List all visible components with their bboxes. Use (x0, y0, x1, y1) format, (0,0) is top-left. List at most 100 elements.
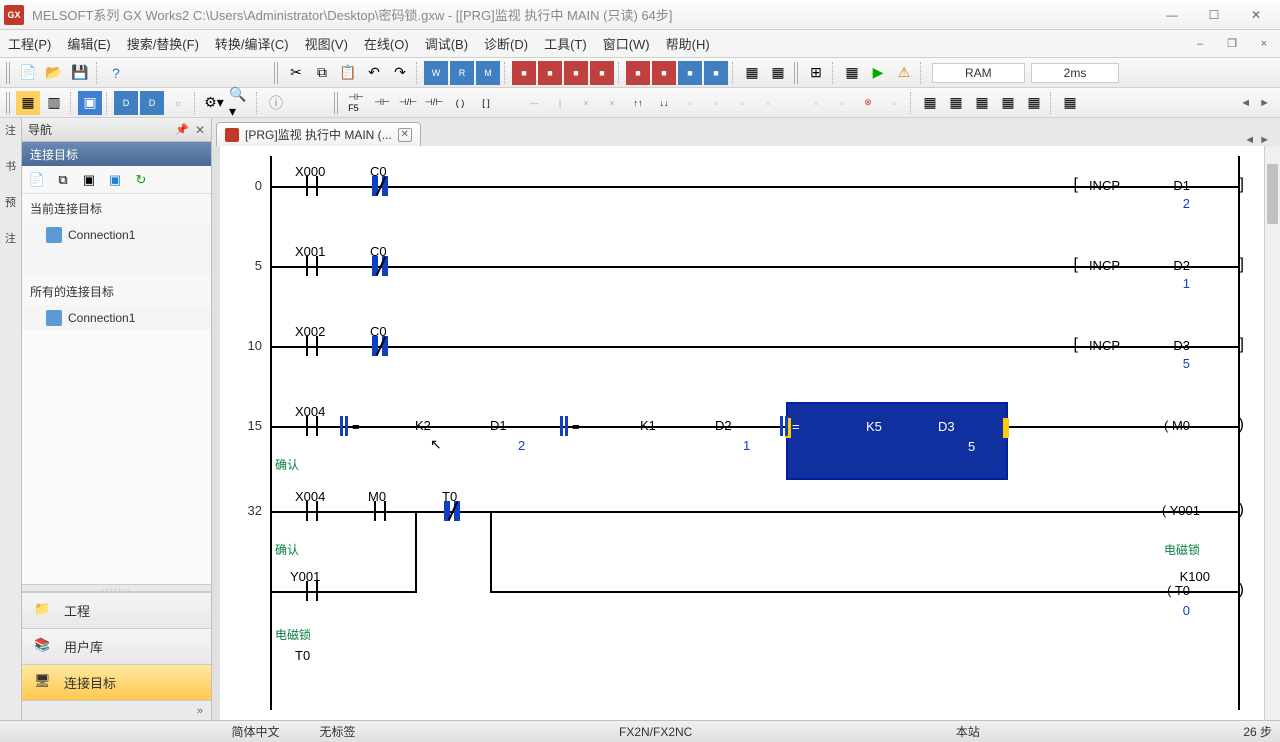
read-button[interactable]: R (450, 61, 474, 85)
tab-project[interactable]: 📁 工程 (22, 592, 211, 628)
sf6[interactable]: | (548, 91, 572, 115)
icon-1[interactable]: 📄 (26, 169, 48, 191)
current-conn-item[interactable]: Connection1 (22, 223, 211, 247)
menu-debug[interactable]: 调试(B) (425, 34, 468, 53)
nav-footer[interactable]: » (22, 700, 211, 720)
strip-2[interactable]: 书 (5, 158, 16, 174)
write-button[interactable]: W (424, 61, 448, 85)
ladder-editor[interactable]: 0 X000 C0 [ INCP D1 ] 2 5 X001 (212, 146, 1280, 720)
copy-button[interactable]: ⧉ (310, 61, 334, 85)
open-button[interactable]: 📂 (42, 61, 66, 85)
maximize-button[interactable]: ☐ (1194, 3, 1234, 27)
af6[interactable]: ▫ (830, 91, 854, 115)
param-button[interactable]: ⚙▾ (202, 91, 226, 115)
minimize-button[interactable]: — (1152, 3, 1192, 27)
contact-y001[interactable] (300, 579, 324, 603)
mdi-restore[interactable]: ❐ (1224, 36, 1240, 52)
dev3-button[interactable]: ▫ (166, 91, 190, 115)
all-conn-item[interactable]: Connection1 (22, 306, 211, 330)
pin-icon[interactable]: 📌 (175, 123, 189, 136)
menu-help[interactable]: 帮助(H) (666, 34, 710, 53)
tb-i[interactable]: ▦ (740, 61, 764, 85)
contact-x004[interactable] (300, 499, 324, 523)
icon-2[interactable]: ⧉ (52, 169, 74, 191)
tab-next-icon[interactable]: ► (1259, 134, 1270, 146)
contact-x001[interactable] (300, 254, 324, 278)
new-button[interactable]: 📄 (16, 61, 40, 85)
af4[interactable]: ▫ (756, 91, 780, 115)
tab-userlib[interactable]: 📚 用户库 (22, 628, 211, 664)
info-button[interactable]: ⓘ (264, 91, 288, 115)
sf7[interactable]: × (574, 91, 598, 115)
dev1-button[interactable]: D (114, 91, 138, 115)
tb-a[interactable]: ■ (512, 61, 536, 85)
sf9[interactable]: ↑↑ (626, 91, 650, 115)
menu-online[interactable]: 在线(O) (364, 34, 409, 53)
undo-button[interactable]: ↶ (362, 61, 386, 85)
menu-tool[interactable]: 工具(T) (544, 34, 587, 53)
tab-connection[interactable]: 🖥 连接目标 (22, 664, 211, 700)
compare-1[interactable]: = (340, 416, 360, 436)
menu-diagnose[interactable]: 诊断(D) (484, 34, 528, 53)
tb-e[interactable]: ■ (626, 61, 650, 85)
selection-handle-right[interactable] (1003, 418, 1009, 438)
af3[interactable]: ▫ (730, 91, 754, 115)
contact-c0[interactable] (368, 334, 392, 358)
warn-button[interactable]: ⚠ (892, 61, 916, 85)
tb-d[interactable]: ■ (590, 61, 614, 85)
menu-view[interactable]: 视图(V) (305, 34, 348, 53)
selection-box[interactable]: K5 D3 5 (786, 402, 1008, 480)
grid4[interactable]: ▦ (996, 91, 1020, 115)
view3-button[interactable]: ▣ (78, 91, 102, 115)
grid3[interactable]: ▦ (970, 91, 994, 115)
mdi-close[interactable]: × (1256, 36, 1272, 52)
contact-c0[interactable] (368, 174, 392, 198)
af7[interactable]: ⊗ (856, 91, 880, 115)
paste-button[interactable]: 📋 (336, 61, 360, 85)
save-button[interactable]: 💾 (68, 61, 92, 85)
nav-close-icon[interactable]: ✕ (195, 123, 205, 137)
tb-j[interactable]: ▦ (766, 61, 790, 85)
grid5[interactable]: ▦ (1022, 91, 1046, 115)
refresh-icon[interactable]: ↻ (130, 169, 152, 191)
af8[interactable]: ▫ (882, 91, 906, 115)
contact-t0[interactable] (440, 499, 464, 523)
tb-b[interactable]: ■ (538, 61, 562, 85)
f10-button[interactable]: [ ] (474, 91, 498, 115)
compare-3[interactable]: = (780, 416, 800, 436)
close-button[interactable]: ✕ (1236, 3, 1276, 27)
nav-divider[interactable]: ∙∙∙∙∙∙∙ (22, 584, 211, 592)
af1[interactable]: ▫ (678, 91, 702, 115)
contact-c0[interactable] (368, 254, 392, 278)
view2-button[interactable]: ▥ (42, 91, 66, 115)
tb-h[interactable]: ■ (704, 61, 728, 85)
monitor-button[interactable]: M (476, 61, 500, 85)
tab-prev-icon[interactable]: ◄ (1244, 134, 1255, 146)
f5-button[interactable]: ⊣⊢F5 (344, 91, 368, 115)
scroll-right-icon[interactable]: ► (1259, 97, 1270, 109)
icon-4[interactable]: ▣ (104, 169, 126, 191)
sf5[interactable]: — (522, 91, 546, 115)
f9-button[interactable]: ( ) (448, 91, 472, 115)
grid1[interactable]: ▦ (918, 91, 942, 115)
f6-button[interactable]: ⊣⊢ (370, 91, 394, 115)
af5[interactable]: ▫ (804, 91, 828, 115)
mdi-minimize[interactable]: – (1192, 36, 1208, 52)
icon-3[interactable]: ▣ (78, 169, 100, 191)
f7-button[interactable]: ⊣/⊢ (396, 91, 420, 115)
redo-button[interactable]: ↷ (388, 61, 412, 85)
toolbar-handle[interactable] (6, 62, 12, 84)
strip-3[interactable]: 预 (5, 194, 16, 210)
scroll-left-icon[interactable]: ◄ (1240, 97, 1251, 109)
tb-f[interactable]: ■ (652, 61, 676, 85)
menu-compile[interactable]: 转换/编译(C) (215, 34, 289, 53)
zoom-button[interactable]: 🔍▾ (228, 91, 252, 115)
menu-project[interactable]: 工程(P) (8, 34, 51, 53)
menu-edit[interactable]: 编辑(E) (67, 34, 110, 53)
tb-k[interactable]: ⊞ (804, 61, 828, 85)
grid2[interactable]: ▦ (944, 91, 968, 115)
cut-button[interactable]: ✂ (284, 61, 308, 85)
sf10[interactable]: ↓↓ (652, 91, 676, 115)
f8-button[interactable]: ⊣/⊢ (422, 91, 446, 115)
vertical-scrollbar[interactable] (1264, 146, 1280, 720)
